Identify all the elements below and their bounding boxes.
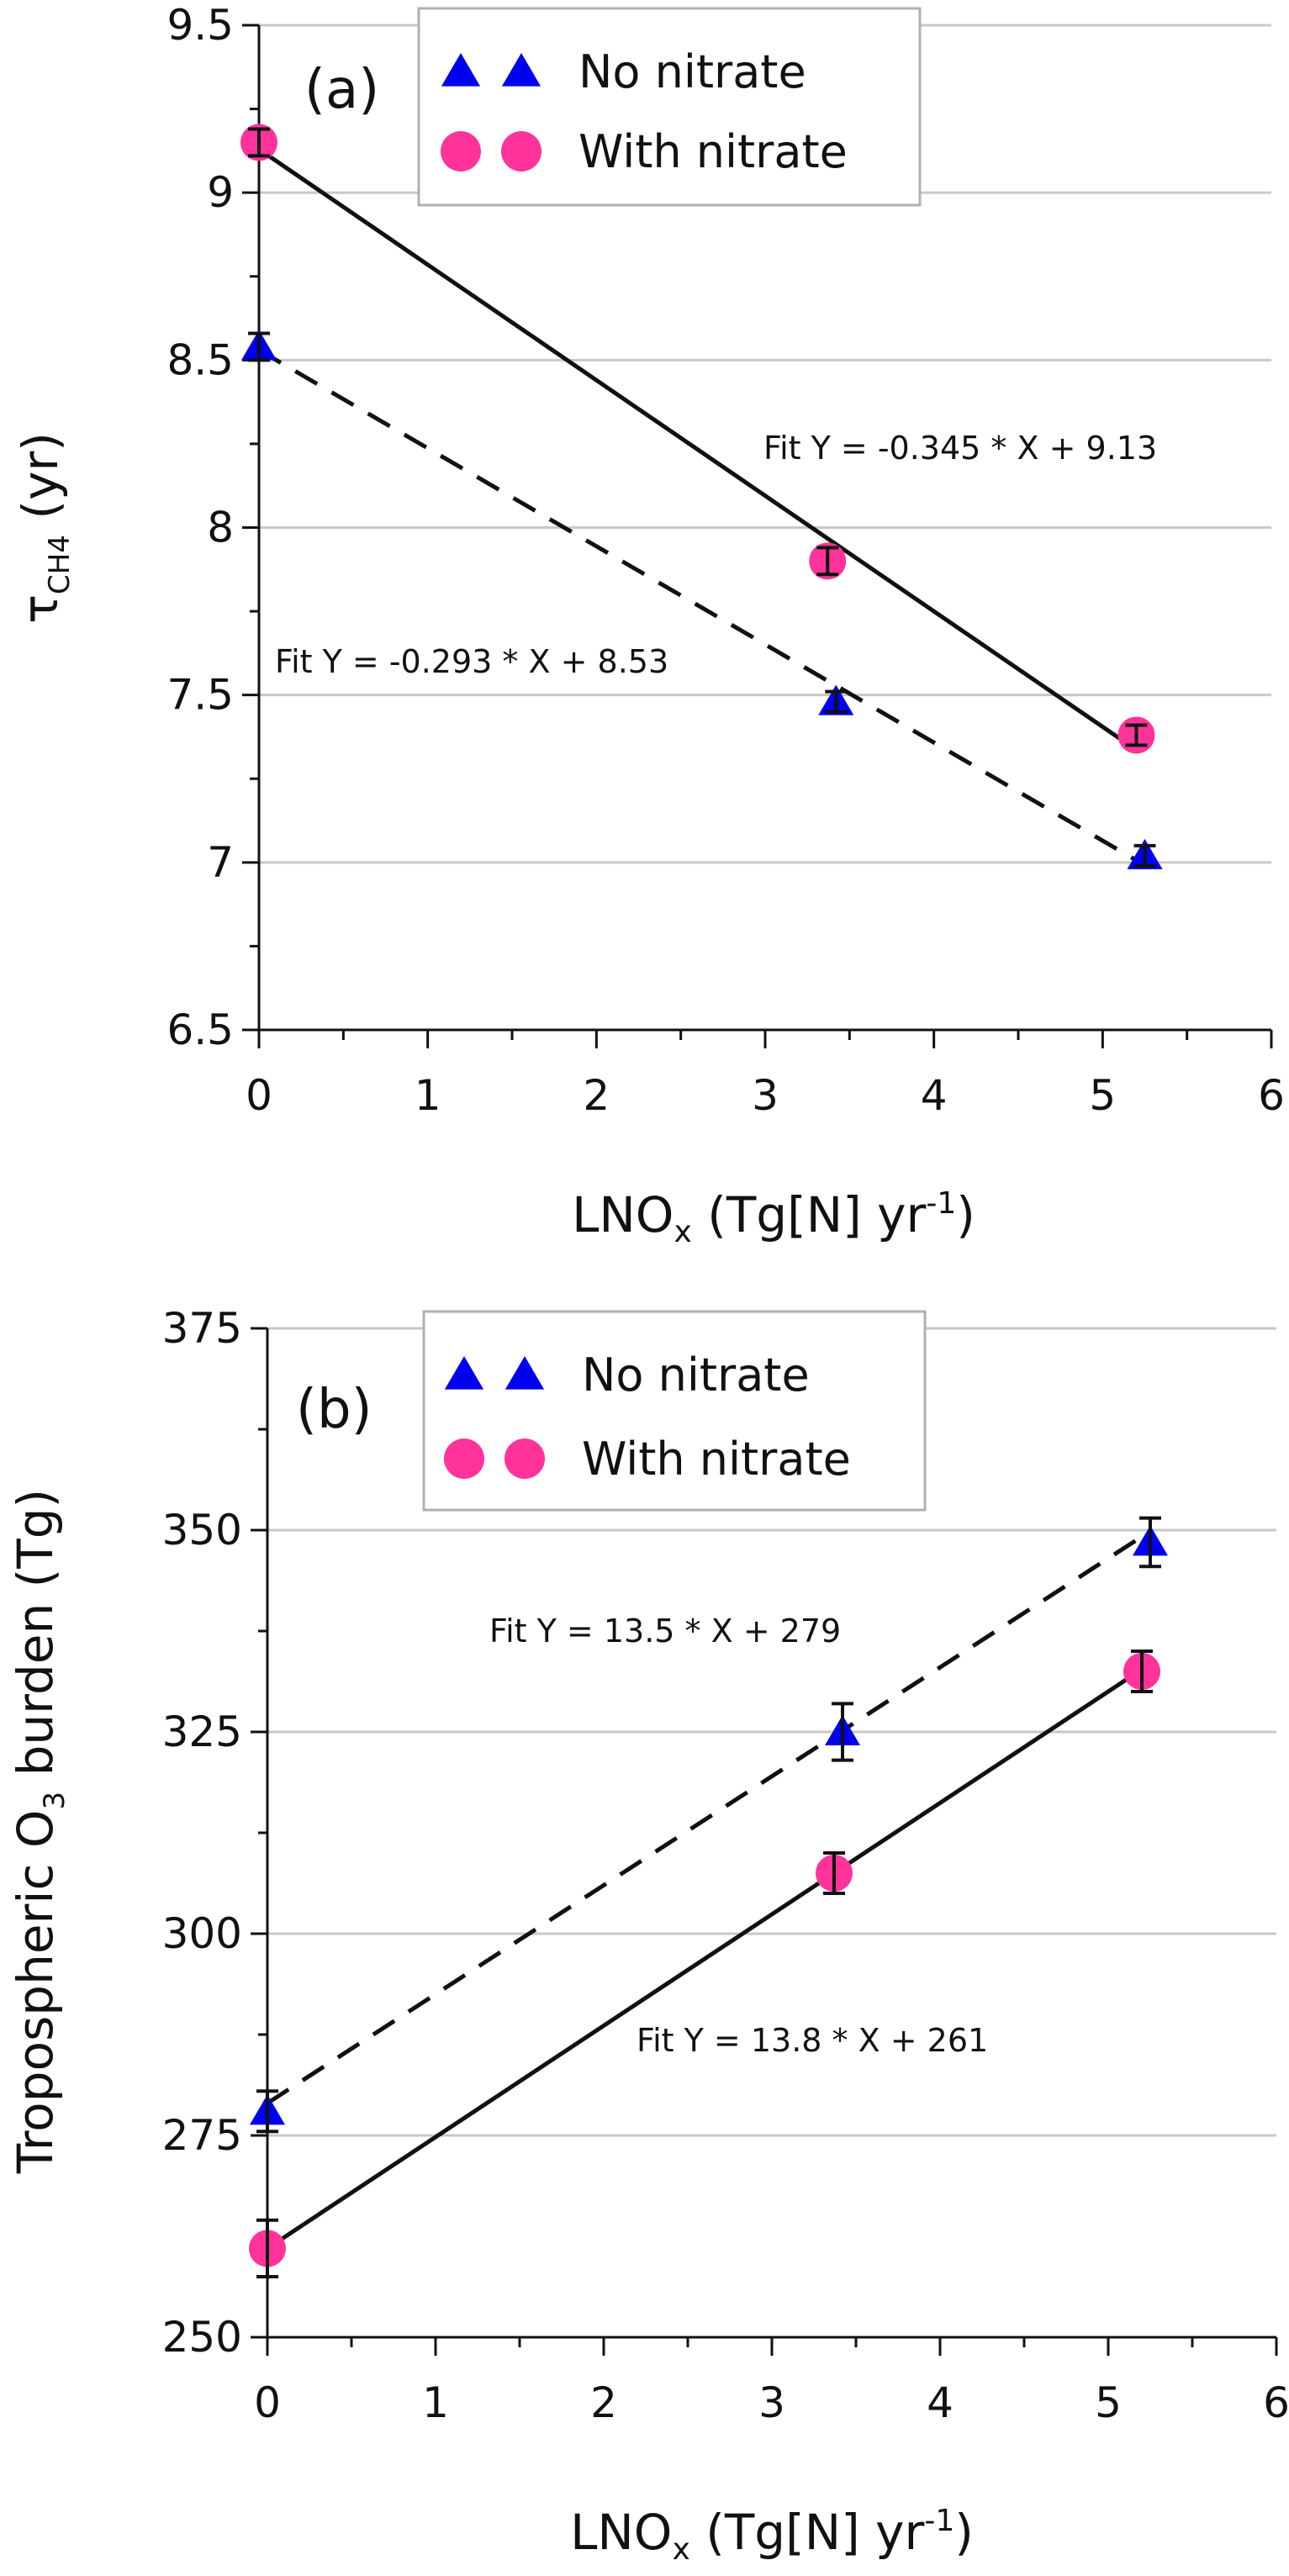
legend-marker bbox=[501, 53, 541, 87]
y-tick-label: 9.5 bbox=[166, 1, 234, 50]
x-tick-label: 2 bbox=[583, 1071, 610, 1120]
x-tick-label: 5 bbox=[1095, 2378, 1122, 2427]
legend-label: No nitrate bbox=[578, 45, 806, 98]
y-tick-label: 325 bbox=[162, 1708, 242, 1756]
x-tick-label: 4 bbox=[927, 2378, 954, 2427]
legend-label: No nitrate bbox=[582, 1349, 810, 1401]
legend-marker bbox=[501, 131, 541, 172]
y-axis-title-subscript: 3 bbox=[38, 1792, 71, 1810]
y-tick-label: 275 bbox=[162, 2111, 242, 2160]
y-tick-label: 8.5 bbox=[166, 335, 234, 384]
legend-marker bbox=[441, 53, 481, 87]
x-axis-title-subscript: x bbox=[672, 2532, 689, 2567]
fit-equation-label: Fit Y = 13.8 * X + 261 bbox=[637, 2022, 988, 2059]
x-axis-title-main: LNO bbox=[572, 1186, 674, 1243]
x-axis-title-rest: (Tg[N] yr bbox=[692, 1186, 927, 1243]
fit-equation-label: Fit Y = -0.345 * X + 9.13 bbox=[763, 430, 1157, 467]
fit-line bbox=[266, 1529, 1152, 2105]
x-tick-label: 0 bbox=[246, 1071, 272, 1120]
x-tick-label: 1 bbox=[415, 1071, 441, 1120]
y-tick-label: 350 bbox=[162, 1506, 242, 1555]
x-axis-title-end: ) bbox=[954, 2504, 974, 2561]
x-tick-label: 6 bbox=[1258, 1071, 1285, 1120]
y-axis-title-rest: burden (Tg) bbox=[7, 1489, 64, 1792]
legend-box bbox=[422, 1310, 927, 1512]
x-axis-title: LNOx (Tg[N] yr-1) bbox=[570, 2504, 974, 2567]
fit-line bbox=[257, 147, 1138, 752]
x-axis-title-main: LNO bbox=[570, 2504, 672, 2561]
legend-marker bbox=[505, 1356, 545, 1390]
y-axis-title: τCH4 (yr) bbox=[12, 432, 77, 624]
legend-label: With nitrate bbox=[578, 125, 848, 178]
y-tick-label: 6.5 bbox=[166, 1006, 234, 1054]
y-tick-label: 8 bbox=[207, 504, 234, 552]
x-tick-label: 6 bbox=[1263, 2378, 1289, 2427]
y-tick-label: 9 bbox=[207, 168, 234, 217]
x-axis-title-superscript: -1 bbox=[924, 2504, 954, 2538]
x-tick-label: 4 bbox=[921, 1071, 948, 1120]
x-axis-title-rest: (Tg[N] yr bbox=[690, 2504, 925, 2561]
x-tick-label: 3 bbox=[758, 2378, 785, 2427]
legend-box bbox=[417, 7, 922, 207]
y-axis-title: Tropospheric O3 burden (Tg) bbox=[7, 1489, 71, 2174]
legend-marker bbox=[441, 131, 481, 172]
panel-a-chart: 6.5 7 7.5 8 8.5 9 9.5 0 1 2 3 4 5 6 Fit Y = -0.293 * X… bbox=[12, 1, 1285, 1249]
y-tick-label: 250 bbox=[162, 2313, 242, 2362]
legend-marker bbox=[444, 1438, 484, 1479]
y-tick-label: 7.5 bbox=[166, 671, 234, 720]
x-axis-title-end: ) bbox=[956, 1186, 975, 1243]
x-axis-title-superscript: -1 bbox=[926, 1186, 956, 1221]
panel-label: (a) bbox=[304, 59, 379, 121]
x-tick-label: 2 bbox=[590, 2378, 617, 2427]
y-axis-title-rest: (yr) bbox=[12, 432, 69, 535]
fit-equation-label: Fit Y = -0.293 * X + 8.53 bbox=[275, 643, 668, 680]
legend-marker bbox=[505, 1438, 545, 1479]
fit-line bbox=[266, 1667, 1144, 2251]
legend-marker bbox=[444, 1356, 484, 1390]
y-tick-label: 300 bbox=[162, 1909, 242, 1958]
fit-line bbox=[257, 348, 1146, 868]
y-axis-title-main: τ bbox=[12, 594, 69, 624]
x-axis-title: LNOx (Tg[N] yr-1) bbox=[572, 1186, 975, 1249]
y-tick-label: 375 bbox=[162, 1304, 242, 1353]
panel-b-chart: 250 275 300 325 350 375 0 1 2 3 4 5 6 Fit Y = 13.5 * … bbox=[7, 1304, 1289, 2567]
x-tick-label: 3 bbox=[752, 1071, 779, 1120]
x-tick-label: 1 bbox=[422, 2378, 449, 2427]
panel-label: (b) bbox=[296, 1379, 372, 1441]
y-axis-title-subscript: CH4 bbox=[43, 535, 77, 594]
x-tick-label: 0 bbox=[254, 2378, 281, 2427]
fit-equation-label: Fit Y = 13.5 * X + 279 bbox=[489, 1613, 841, 1650]
x-tick-label: 5 bbox=[1089, 1071, 1116, 1120]
legend-label: With nitrate bbox=[582, 1433, 851, 1486]
y-tick-label: 7 bbox=[207, 838, 234, 887]
x-axis-title-subscript: x bbox=[674, 1215, 691, 1249]
y-axis-title-main: Tropospheric O bbox=[7, 1810, 64, 2175]
